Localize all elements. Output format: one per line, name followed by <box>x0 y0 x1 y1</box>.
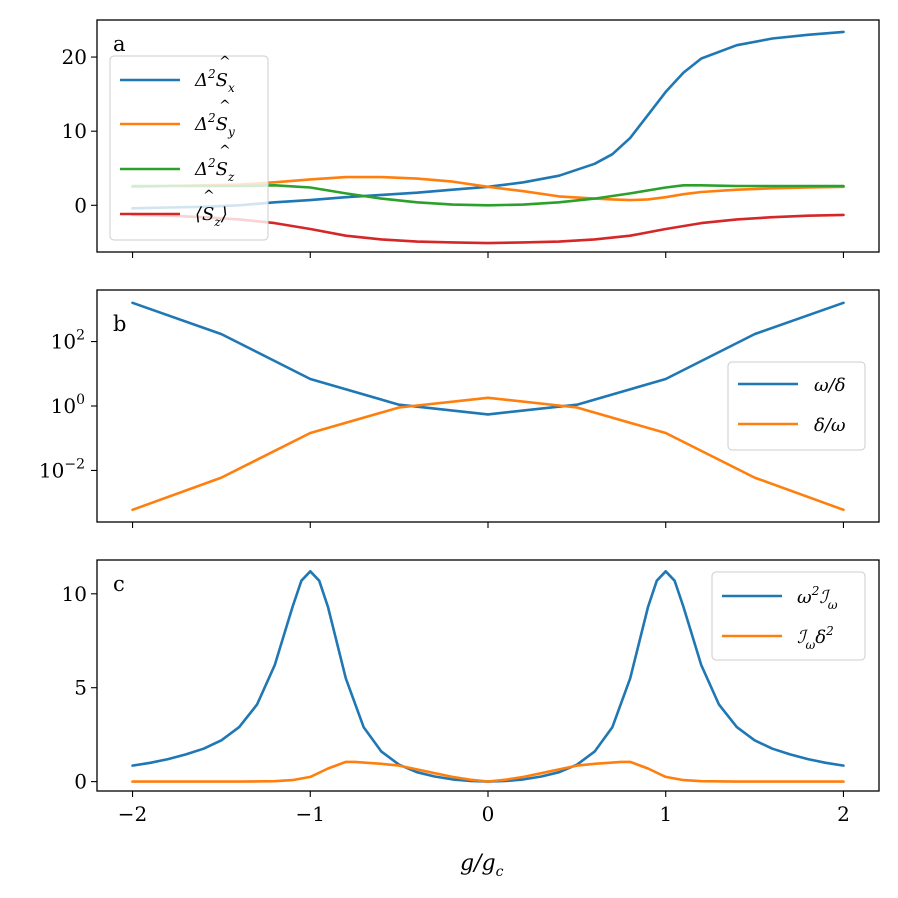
panel-a: 0 10 20 a Δ2Sx ^ Δ2Sy ^ Δ2Sz ^ ⟨Sz⟩ ^ <box>62 19 880 258</box>
panel-b-yticks: 10−2 100 102 <box>39 328 97 482</box>
panel-b: 10−2 100 102 b ω/δ δ/ω <box>39 289 880 528</box>
panel-c-label: c <box>113 572 125 596</box>
panel-a-xticks <box>131 252 845 258</box>
ytick-label-b-0: 10−2 <box>39 456 85 482</box>
panel-b-legend: ω/δ δ/ω <box>727 361 866 451</box>
panel-b-xticks <box>131 522 845 528</box>
panel-a-legend: Δ2Sx ^ Δ2Sy ^ Δ2Sz ^ ⟨Sz⟩ ^ <box>109 54 269 241</box>
xtick-label-0: −2 <box>118 802 147 826</box>
ytick-label-a-0: 0 <box>74 193 87 217</box>
panel-c: 0 5 10 −2 −1 0 1 2 c ω2ℐω ℐωδ2 g/gc <box>62 559 880 880</box>
legend-label-sy: Δ2Sy <box>194 111 235 139</box>
panel-c-series <box>131 570 845 783</box>
panel-c-legend: ω2ℐω ℐωδ2 <box>711 571 866 661</box>
hat-sz: ^ <box>219 143 231 159</box>
hat-sx: ^ <box>219 54 231 70</box>
series-b-0 <box>131 301 845 416</box>
panel-b-series <box>131 301 845 512</box>
ytick-label-c-0: 0 <box>74 770 87 794</box>
ytick-label-a-1: 10 <box>62 119 87 143</box>
legend-label-mean-sz: ⟨Sz⟩ <box>195 204 228 229</box>
panel-c-xticks: −2 −1 0 1 2 <box>118 791 850 826</box>
legend-label-sx: Δ2Sx <box>194 67 235 95</box>
panel-a-yticks: 0 10 20 <box>62 45 97 217</box>
panel-c-yticks: 0 5 10 <box>62 582 97 794</box>
ytick-label-c-1: 5 <box>74 676 87 700</box>
ytick-label-b-2: 102 <box>51 328 85 354</box>
xtick-label-1: −1 <box>296 802 325 826</box>
legend-label-delta-omega: δ/ω <box>814 415 846 436</box>
series-b-1 <box>131 396 845 512</box>
xtick-label-3: 1 <box>659 802 672 826</box>
ytick-label-b-1: 100 <box>51 392 85 418</box>
xtick-label-2: 0 <box>482 802 495 826</box>
series-c-1 <box>131 760 845 783</box>
hat-sy: ^ <box>219 98 231 114</box>
xtick-label-4: 2 <box>837 802 850 826</box>
ytick-label-c-2: 10 <box>62 582 87 606</box>
x-axis-label: g/gc <box>460 851 504 880</box>
panel-b-label: b <box>113 312 126 336</box>
panel-a-label: a <box>113 32 126 56</box>
series-a-0 <box>131 30 845 210</box>
legend-label-sz: Δ2Sz <box>194 156 235 184</box>
ytick-label-a-2: 20 <box>62 45 87 69</box>
legend-label-omega-delta: ω/δ <box>814 375 846 396</box>
hat-mean-sz: ^ <box>203 188 215 204</box>
series-a-1 <box>131 175 845 202</box>
